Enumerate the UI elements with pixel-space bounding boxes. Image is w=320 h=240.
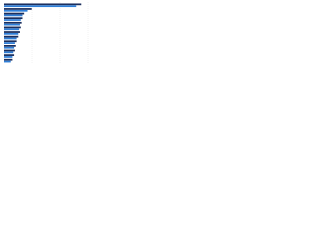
bar <box>4 19 21 21</box>
bar <box>4 58 13 61</box>
chart <box>4 2 89 64</box>
bar <box>4 3 82 6</box>
bar <box>4 51 14 54</box>
bar <box>4 45 16 47</box>
bar <box>4 42 15 44</box>
bar <box>4 17 23 20</box>
bar <box>4 33 19 35</box>
bar <box>4 46 15 49</box>
bar <box>4 49 15 52</box>
bar <box>4 26 21 29</box>
bar <box>4 5 77 8</box>
bar <box>4 12 25 15</box>
bar <box>4 14 23 17</box>
bar <box>4 31 20 33</box>
bar <box>4 37 17 40</box>
bar <box>4 28 20 31</box>
bar <box>4 56 13 58</box>
bar <box>4 23 20 26</box>
bar <box>4 60 11 63</box>
bar <box>4 8 32 10</box>
bar <box>4 9 28 12</box>
bar <box>4 21 22 24</box>
bar <box>4 40 17 43</box>
bar <box>4 54 15 56</box>
page: (() => { const data = JSON.parse(documen… <box>0 0 100 71</box>
bar <box>4 35 19 38</box>
